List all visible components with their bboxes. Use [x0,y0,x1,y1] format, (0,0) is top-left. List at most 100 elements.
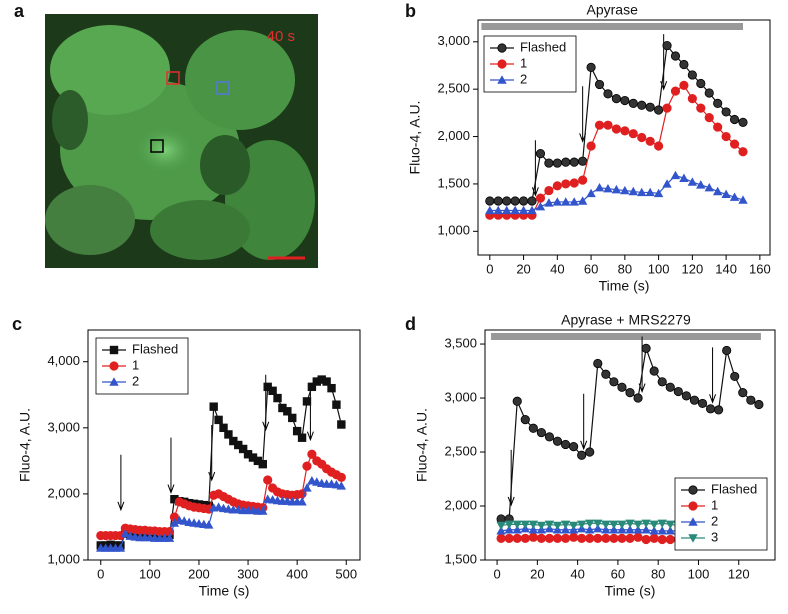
marker [679,80,689,90]
marker [593,523,603,533]
marker [593,519,603,528]
marker [520,533,530,544]
x-tick-label: 60 [611,566,625,581]
marker [611,184,622,194]
marker [302,461,312,471]
marker [496,521,506,531]
marker [679,173,689,182]
marker [258,459,267,469]
marker [625,388,635,398]
marker [317,375,326,384]
marker [617,533,627,544]
marker [704,113,714,123]
marker [297,433,307,442]
marker [601,520,611,530]
marker [586,141,596,151]
marker [504,533,514,544]
marker [485,205,495,215]
marker [662,179,672,188]
x-axis-label: Time (s) [599,278,650,294]
marker [535,201,546,211]
marker [721,189,731,199]
marker [278,403,287,413]
marker [496,526,506,535]
legend-marker [497,75,507,84]
marker [569,157,579,167]
marker [679,59,689,70]
x-tick-label: 100 [139,566,161,581]
marker [722,345,732,356]
panel: c 1,000 2,000 3,000 4,000 0 100 200 300 400 500 Tim… [12,314,361,599]
x-tick-label: 0 [97,566,104,581]
y-axis-label: Fluo-4, A.U. [407,101,423,175]
panel-label: a [14,1,25,21]
legend-marker [109,361,119,371]
marker [645,102,655,112]
marker [528,532,538,542]
treatment-bar [481,23,743,30]
plot-frame [477,19,771,256]
marker [510,196,520,206]
marker [115,543,126,552]
marker [611,124,622,134]
y-tick-label: 3,500 [444,335,477,350]
marker [712,186,723,196]
marker [253,456,263,466]
marker [518,196,529,206]
marker [687,94,697,104]
marker [641,519,651,528]
marker [603,183,613,193]
marker [586,62,596,72]
y-tick-label: 3,000 [444,389,477,404]
marker [332,400,341,409]
marker [577,196,588,205]
marker [552,158,562,168]
y-tick-label: 3,000 [437,33,470,48]
marker [485,196,495,206]
marker [696,180,706,189]
panel-label: b [405,1,416,21]
marker [696,103,706,113]
marker [292,426,302,436]
marker [633,520,643,530]
marker [738,147,748,157]
legend-label: 2 [711,513,718,528]
marker [263,382,272,392]
marker [665,526,675,535]
marker [746,395,756,405]
y-tick-label: 2,000 [437,128,470,143]
marker [653,188,664,198]
marker [164,533,175,542]
marker [738,117,748,127]
marker [705,404,716,414]
marker [628,186,638,196]
marker [577,450,587,460]
marker [633,393,643,403]
y-tick-label: 1,000 [437,223,470,238]
marker [535,193,546,203]
y-tick-label: 2,000 [444,497,477,512]
treatment-bar [491,333,761,340]
marker [258,506,268,515]
marker [585,533,595,544]
x-tick-label: 80 [618,261,632,276]
marker [603,120,613,130]
marker [337,420,346,429]
y-axis-label: Fluo-4, A.U. [414,408,430,482]
panel: b 1,000 1,500 2,000 2,500 3,000 0 20 40 60 80 100 12… [405,1,771,294]
marker [569,178,579,188]
legend-marker [109,345,119,355]
y-tick-label: 3,000 [47,419,80,434]
marker [512,396,522,406]
legend-marker [688,485,698,495]
marker [617,520,627,530]
marker [593,533,603,544]
marker [569,532,579,542]
marker [649,366,659,376]
x-tick-label: 100 [688,566,710,581]
marker [243,450,253,459]
x-tick-label: 20 [516,261,530,276]
marker [512,525,522,534]
legend-marker [688,517,698,526]
marker [620,95,630,106]
